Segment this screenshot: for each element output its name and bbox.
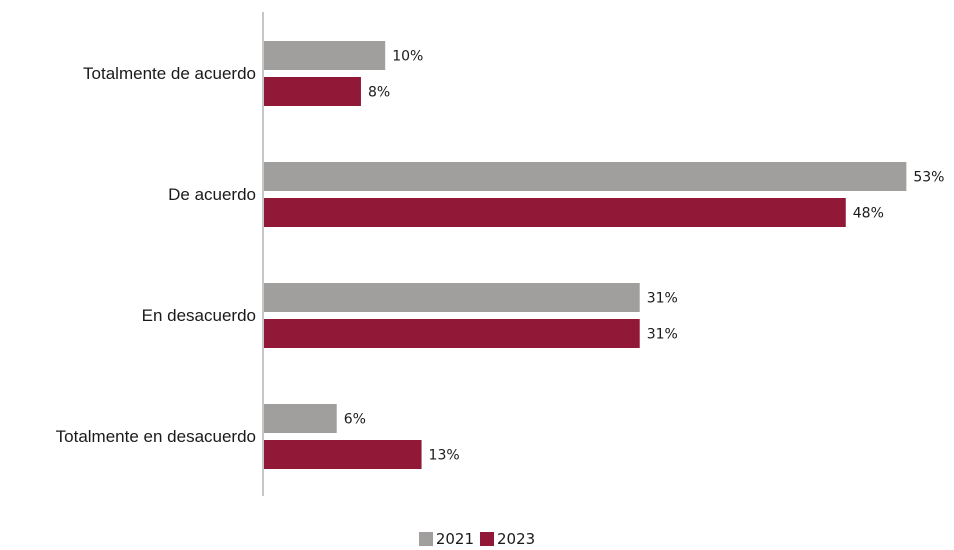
data-label: 31% xyxy=(647,327,678,343)
legend-label: 2021 xyxy=(435,530,474,548)
bar-2021 xyxy=(264,162,907,191)
legend-label: 2023 xyxy=(497,530,536,548)
category-label: En desacuerdo xyxy=(142,306,256,325)
legend-swatch xyxy=(418,532,433,546)
data-label: 31% xyxy=(647,291,678,307)
legend-swatch xyxy=(480,532,494,546)
data-label: 13% xyxy=(429,448,460,464)
bars xyxy=(264,41,907,469)
bar-2021 xyxy=(264,283,640,312)
bar-2023 xyxy=(264,198,846,227)
category-label: Totalmente de acuerdo xyxy=(83,64,256,83)
bar-2021 xyxy=(264,404,337,433)
data-label: 10% xyxy=(392,49,423,65)
bar-2023 xyxy=(264,77,361,106)
bar-2021 xyxy=(264,41,386,70)
legend: 2021 2023 xyxy=(0,528,954,550)
data-label: 48% xyxy=(853,206,884,222)
bar-chart: Totalmente de acuerdo De acuerdo En desacu… xyxy=(56,12,945,496)
category-label: Totalmente en desacuerdo xyxy=(56,427,256,446)
category-labels: Totalmente de acuerdo De acuerdo En desacu… xyxy=(56,64,256,446)
legend-item-2023: 2023 xyxy=(480,530,535,548)
category-label: De acuerdo xyxy=(168,185,256,204)
data-label: 6% xyxy=(344,412,366,428)
value-labels: 10% 8% 53% 48% 31% 31% 6% 13% xyxy=(344,49,945,464)
data-label: 8% xyxy=(368,85,390,101)
bar-2023 xyxy=(264,440,422,469)
data-label: 53% xyxy=(913,170,944,186)
legend-item-2021: 2021 xyxy=(418,530,474,548)
bar-2023 xyxy=(264,319,640,348)
